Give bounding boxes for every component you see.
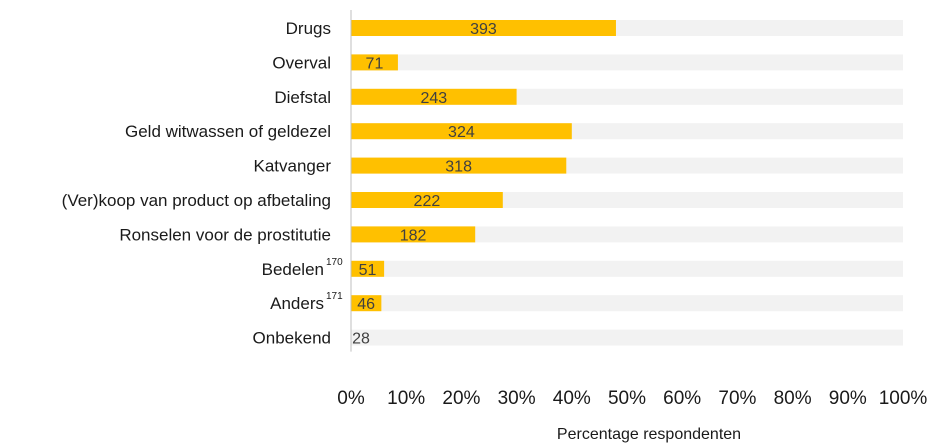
category-label: Ronselen voor de prostitutie [119, 225, 331, 244]
data-label: 393 [470, 21, 497, 38]
bar [351, 157, 567, 174]
x-tick-label: 90% [829, 388, 867, 409]
bar [351, 226, 476, 243]
category-label: Geld witwassen of geldezel [125, 122, 331, 141]
category-label: Diefstal [274, 88, 331, 107]
x-tick-label: 20% [442, 388, 480, 409]
bar [351, 260, 385, 277]
data-label: 51 [359, 262, 377, 279]
bar [351, 54, 398, 71]
category-label: Overval [272, 53, 331, 72]
footnote-marker: 170 [326, 257, 343, 268]
bar-track [351, 329, 903, 346]
data-label: 71 [366, 55, 384, 72]
category-label: Anders [270, 294, 324, 313]
bar-track [351, 295, 903, 312]
data-label: 324 [448, 124, 475, 141]
data-label: 28 [352, 331, 370, 348]
data-label: 243 [420, 90, 447, 107]
category-label: Drugs [286, 19, 331, 38]
bar-track [351, 54, 903, 71]
bar-track [351, 226, 903, 243]
x-tick-label: 30% [498, 388, 536, 409]
data-label: 182 [400, 227, 427, 244]
x-tick-label: 10% [387, 388, 425, 409]
x-tick-label: 70% [718, 388, 756, 409]
x-tick-label: 40% [553, 388, 591, 409]
bar [351, 88, 517, 105]
category-label: Katvanger [254, 157, 332, 176]
x-tick-label: 50% [608, 388, 646, 409]
bar-group [351, 20, 616, 312]
x-tick-label: 100% [879, 388, 928, 409]
category-label: (Ver)koop van product op afbetaling [62, 191, 331, 210]
x-tick-labels: 0% 10% 20% 30% 40% 50% 60% 70% 80% 90% 100% [337, 388, 927, 409]
x-tick-label: 60% [663, 388, 701, 409]
x-axis-title: Percentage respondenten [557, 426, 741, 443]
data-label: 46 [357, 296, 375, 313]
bar-track [351, 260, 903, 277]
category-label: Bedelen [262, 260, 324, 279]
category-labels: Drugs Overval Diefstal Geld witwassen of ge… [62, 19, 343, 348]
footnote-marker: 171 [326, 291, 343, 302]
bar [351, 295, 382, 312]
category-label: Onbekend [253, 329, 331, 348]
x-tick-label: 0% [337, 388, 365, 409]
bar-track-group [351, 20, 903, 346]
x-tick-label: 80% [774, 388, 812, 409]
data-label: 222 [414, 193, 441, 210]
bar [351, 123, 572, 140]
bar [351, 20, 616, 36]
bar [351, 192, 503, 208]
data-label: 318 [445, 159, 472, 176]
